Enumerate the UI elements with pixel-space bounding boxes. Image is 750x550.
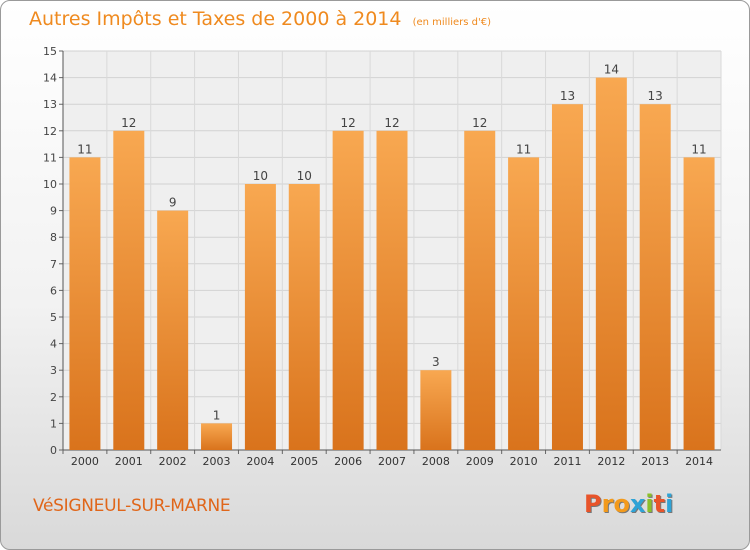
x-tick-label: 2001 xyxy=(115,455,143,468)
bar xyxy=(69,157,101,450)
y-tick-label: 2 xyxy=(50,391,57,404)
logo-letter: x xyxy=(629,490,646,518)
chart-subtitle: (en milliers d'€) xyxy=(412,17,492,28)
proxiti-logo: Proxiti xyxy=(584,490,673,518)
y-tick-label: 12 xyxy=(43,125,57,138)
x-tick-label: 2013 xyxy=(641,455,669,468)
bar xyxy=(464,130,496,451)
x-tick-label: 2002 xyxy=(159,455,187,468)
bar xyxy=(551,104,583,450)
x-tick-label: 2004 xyxy=(246,455,274,468)
data-label: 12 xyxy=(472,116,487,130)
x-tick-label: 2014 xyxy=(685,455,713,468)
data-label: 14 xyxy=(604,63,619,77)
y-tick-label: 13 xyxy=(43,98,57,111)
y-tick-label: 11 xyxy=(43,151,57,164)
logo-letter: t xyxy=(653,490,666,518)
x-tick-label: 2008 xyxy=(422,455,450,468)
y-tick-label: 14 xyxy=(43,72,57,85)
data-label: 12 xyxy=(384,116,399,130)
data-label: 1 xyxy=(213,408,221,422)
x-tick-label: 2007 xyxy=(378,455,406,468)
bar xyxy=(683,157,715,450)
bar xyxy=(157,210,189,450)
data-label: 11 xyxy=(691,142,706,156)
data-label: 10 xyxy=(297,169,312,183)
commune-name: VéSIGNEUL-SUR-MARNE xyxy=(33,496,231,516)
logo-letter: i xyxy=(645,490,654,518)
bar xyxy=(376,130,408,451)
data-label: 11 xyxy=(516,142,531,156)
x-tick-label: 2009 xyxy=(466,455,494,468)
bar xyxy=(288,184,320,450)
bars xyxy=(69,77,715,451)
y-tick-label: 0 xyxy=(50,444,57,457)
bar xyxy=(595,77,627,450)
chart-title: Autres Impôts et Taxes de 2000 à 2014 xyxy=(29,8,402,30)
data-label: 13 xyxy=(648,89,663,103)
bar xyxy=(244,184,276,450)
y-tick-label: 6 xyxy=(50,284,57,297)
x-tick-label: 2006 xyxy=(334,455,362,468)
logo-letter: r xyxy=(601,490,614,518)
x-tick-label: 2012 xyxy=(597,455,625,468)
labels: 0123456789101112131415112000122001920021… xyxy=(43,45,713,468)
y-tick-label: 1 xyxy=(50,417,57,430)
bar xyxy=(639,104,671,450)
bar xyxy=(508,157,540,450)
y-tick-label: 15 xyxy=(43,45,57,58)
logo-letter: o xyxy=(613,490,630,518)
data-label: 13 xyxy=(560,89,575,103)
bar xyxy=(332,130,364,451)
x-tick-label: 2005 xyxy=(290,455,318,468)
y-tick-label: 4 xyxy=(50,338,57,351)
y-tick-label: 9 xyxy=(50,205,57,218)
logo-letter: P xyxy=(584,490,602,518)
data-label: 9 xyxy=(169,196,177,210)
y-tick-label: 10 xyxy=(43,178,57,191)
data-label: 3 xyxy=(432,355,440,369)
y-tick-label: 8 xyxy=(50,231,57,244)
x-tick-label: 2011 xyxy=(553,455,581,468)
x-tick-label: 2000 xyxy=(71,455,99,468)
y-tick-label: 3 xyxy=(50,364,57,377)
x-tick-label: 2003 xyxy=(203,455,231,468)
data-label: 12 xyxy=(121,116,136,130)
chart-header: Autres Impôts et Taxes de 2000 à 2014 (e… xyxy=(29,8,491,30)
data-label: 11 xyxy=(77,142,92,156)
x-tick-label: 2010 xyxy=(510,455,538,468)
y-tick-label: 7 xyxy=(50,258,57,271)
bar xyxy=(420,370,452,450)
data-label: 10 xyxy=(253,169,268,183)
logo-letter: i xyxy=(665,490,674,518)
y-tick-label: 5 xyxy=(50,311,57,324)
data-label: 12 xyxy=(340,116,355,130)
bar xyxy=(201,423,233,450)
bar xyxy=(113,130,145,451)
